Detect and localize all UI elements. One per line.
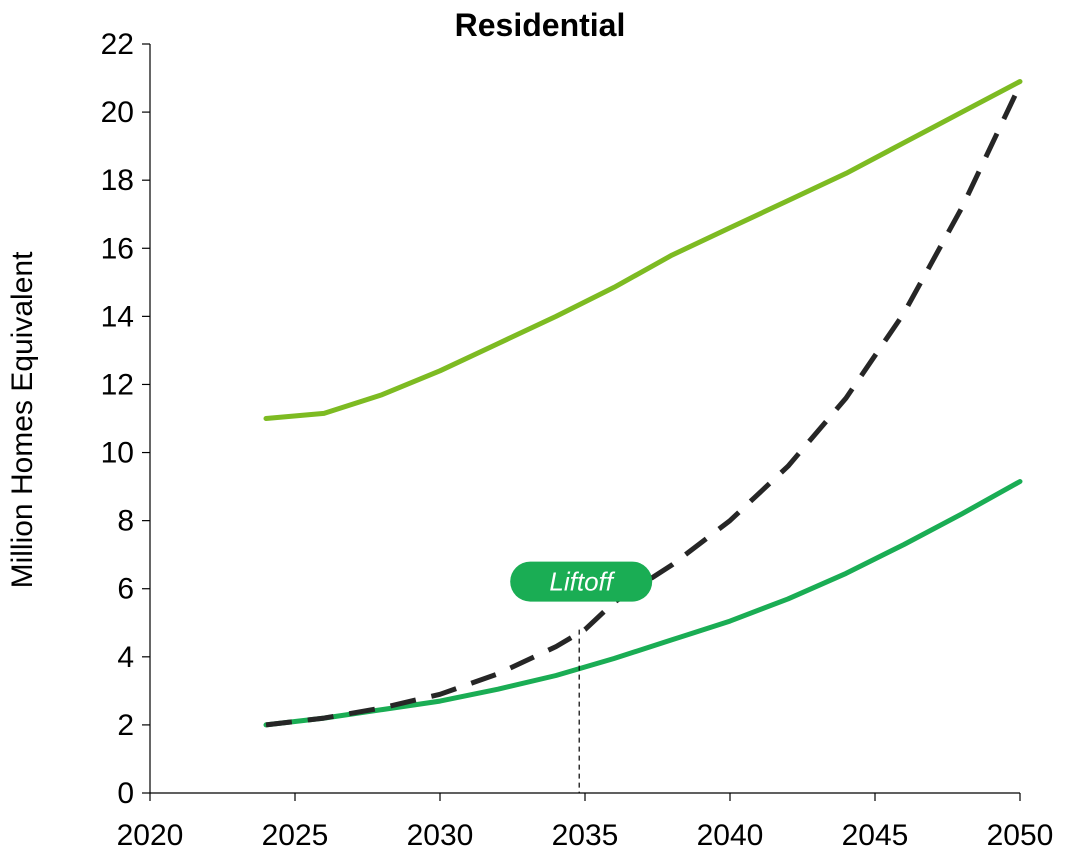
y-tick-label: 2 <box>117 709 134 742</box>
y-axis-label: Million Homes Equivalent <box>6 251 39 588</box>
y-tick-label: 22 <box>101 28 134 61</box>
y-tick-label: 0 <box>117 777 134 810</box>
y-tick-label: 16 <box>101 232 134 265</box>
y-tick-label: 8 <box>117 505 134 538</box>
x-tick-label: 2025 <box>262 819 329 852</box>
series-line-1 <box>263 479 1023 728</box>
x-tick-label: 2045 <box>842 819 909 852</box>
x-tick-label: 2020 <box>117 819 184 852</box>
annotation-layer: Liftoff <box>510 561 653 793</box>
series-line-0 <box>263 79 1023 421</box>
callout-badge <box>510 561 653 602</box>
y-tick-label: 6 <box>117 573 134 606</box>
x-tick-label: 2050 <box>987 819 1054 852</box>
x-tick-label: 2030 <box>407 819 474 852</box>
chart-title: Residential <box>455 7 626 43</box>
y-tick-label: 4 <box>117 641 134 674</box>
x-tick-label: 2040 <box>697 819 764 852</box>
x-tick-label: 2035 <box>552 819 619 852</box>
y-tick-label: 20 <box>101 96 134 129</box>
callout-label: Liftoff <box>549 567 615 597</box>
axes: 0 2 4 6 8 10 12 14 16 18 20 22 2020 2025 2030 2035 2040 2… <box>101 28 1054 852</box>
series-layer <box>263 79 1023 728</box>
y-tick-label: 18 <box>101 164 134 197</box>
y-tick-label: 14 <box>101 300 134 333</box>
series-line-2 <box>265 83 1023 728</box>
y-tick-label: 10 <box>101 437 134 470</box>
y-tick-label: 12 <box>101 368 134 401</box>
